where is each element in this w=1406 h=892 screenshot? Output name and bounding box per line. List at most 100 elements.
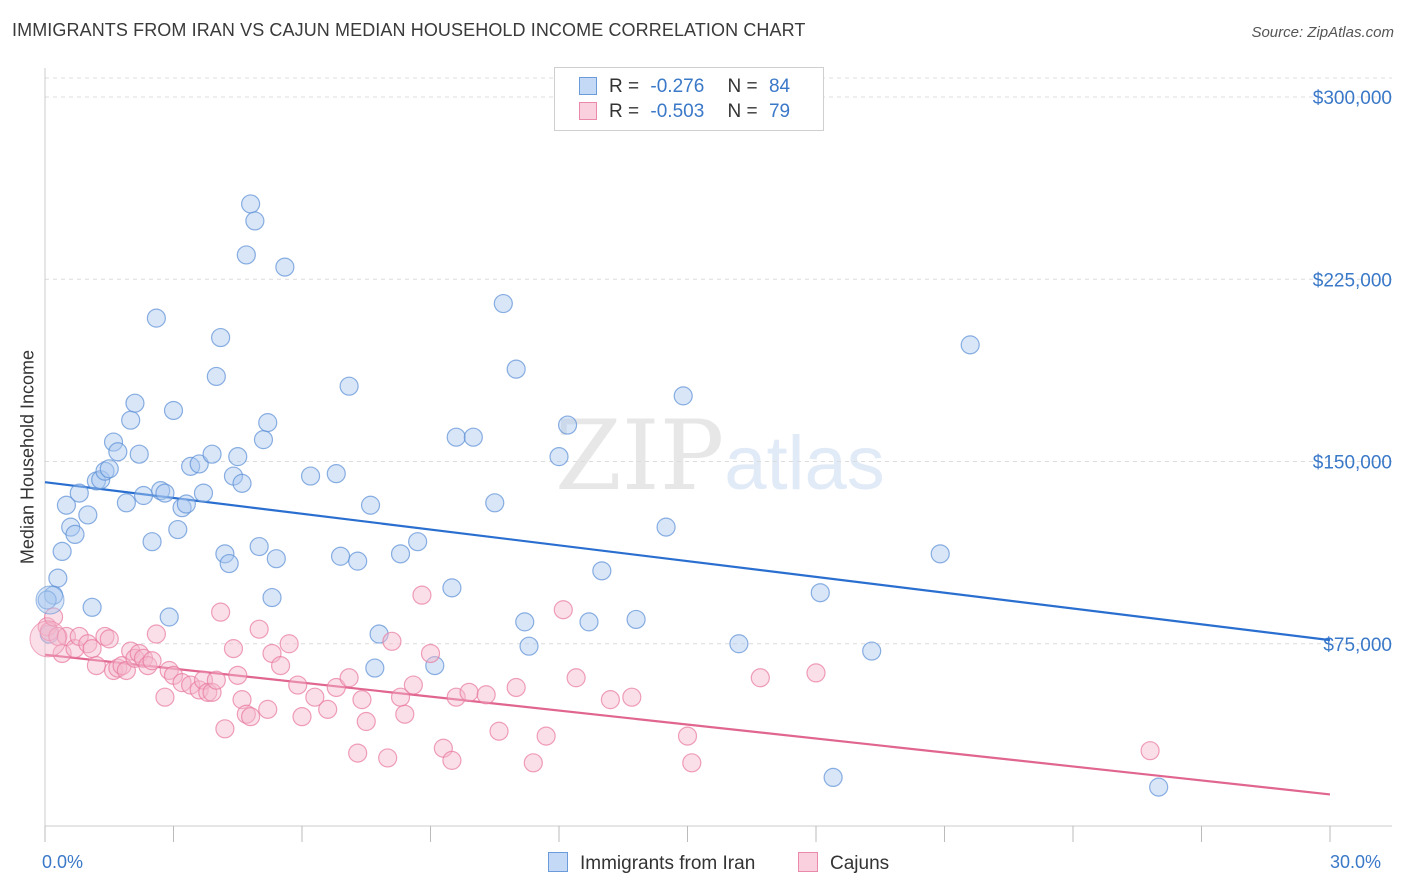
data-point-iran — [673, 386, 693, 406]
data-point-cajuns — [622, 687, 642, 707]
grid-lines — [45, 77, 1392, 645]
data-point-cajuns — [142, 651, 162, 671]
data-point-iran — [129, 444, 149, 464]
data-point-iran — [108, 442, 128, 462]
stats-r-value-iran: -0.276 — [650, 76, 705, 97]
data-point-iran — [253, 430, 274, 450]
data-point-cajuns — [382, 631, 402, 651]
data-point-iran — [241, 194, 261, 214]
data-point-cajuns — [459, 682, 479, 702]
data-point-cajuns — [215, 719, 235, 739]
data-point-iran — [930, 544, 950, 564]
data-point-cajuns — [600, 690, 621, 710]
data-point-cajuns — [146, 624, 166, 644]
data-point-iran — [485, 493, 505, 513]
data-point-iran — [360, 495, 381, 515]
data-point-iran — [52, 541, 72, 562]
data-point-iran — [442, 578, 462, 598]
data-point-iran — [326, 464, 346, 484]
y-tick-label: $225,000 — [1313, 270, 1392, 291]
trend-line-cajuns — [44, 653, 1331, 796]
data-point-iran — [202, 444, 222, 464]
data-point-iran — [656, 517, 676, 537]
data-point-iran — [37, 590, 57, 610]
data-point-iran — [515, 612, 535, 632]
data-point-cajuns — [442, 750, 462, 770]
data-point-iran — [408, 532, 428, 552]
data-point-cajuns — [232, 690, 252, 710]
data-point-cajuns — [489, 721, 509, 741]
data-point-iran — [262, 587, 282, 608]
data-point-iran — [121, 410, 141, 430]
stats-r-value-cajuns: -0.503 — [650, 101, 705, 122]
data-point-cajuns — [228, 665, 248, 685]
data-point-cajuns — [339, 668, 359, 688]
data-point-iran — [549, 447, 569, 467]
stats-row-iran: R = -0.276 N = 84 — [579, 76, 790, 102]
stats-row-cajuns: R = -0.503 N = 79 — [579, 101, 790, 127]
data-points — [29, 194, 1169, 797]
data-point-iran — [236, 245, 256, 265]
data-point-cajuns — [523, 753, 543, 773]
data-point-iran — [215, 544, 235, 564]
data-point-cajuns — [476, 685, 496, 705]
data-point-iran — [519, 636, 539, 656]
data-point-iran — [56, 495, 77, 515]
data-point-iran — [163, 400, 184, 421]
data-point-iran — [155, 483, 175, 503]
data-point-cajuns — [348, 743, 368, 763]
data-point-cajuns — [270, 656, 291, 676]
watermark: ZIPatlas — [555, 400, 885, 512]
data-point-iran — [592, 561, 612, 581]
data-point-iran — [275, 257, 295, 277]
data-point-iran — [810, 583, 830, 603]
chart-title: IMMIGRANTS FROM IRAN VS CAJUN MEDIAN HOU… — [12, 20, 806, 40]
data-point-iran — [189, 454, 209, 474]
data-point-iran — [142, 532, 162, 552]
data-point-iran — [390, 544, 411, 564]
data-point-cajuns — [326, 677, 346, 698]
data-point-cajuns — [318, 699, 338, 719]
data-point-iran — [211, 327, 231, 348]
data-point-iran — [300, 466, 321, 486]
data-point-iran — [146, 308, 166, 328]
stats-swatch-iran — [579, 77, 597, 95]
axes — [44, 68, 1392, 842]
y-tick-labels: $75,000 $150,000 $225,000 $300,000 — [1313, 88, 1392, 656]
data-point-iran — [330, 546, 351, 566]
legend-item-iran[interactable]: Immigrants from Iran — [548, 852, 755, 875]
data-point-iran — [729, 634, 749, 654]
data-point-iran — [116, 493, 136, 513]
y-tick-label: $300,000 — [1313, 88, 1392, 109]
data-point-cajuns — [29, 620, 67, 658]
data-point-cajuns — [378, 748, 398, 768]
data-point-cajuns — [553, 600, 573, 620]
data-point-iran — [557, 415, 578, 435]
data-point-iran — [65, 524, 85, 545]
data-point-iran — [245, 211, 265, 231]
legend-swatch-iran — [548, 852, 568, 872]
data-point-iran — [193, 483, 214, 503]
trend-lines — [44, 481, 1331, 796]
data-point-cajuns — [536, 726, 556, 746]
data-point-iran — [69, 483, 89, 503]
data-point-cajuns — [566, 668, 586, 688]
data-point-iran — [862, 641, 882, 661]
data-point-cajuns — [65, 639, 85, 659]
data-point-iran — [35, 585, 65, 615]
chart-source: Source: ZipAtlas.com — [1251, 24, 1394, 41]
stats-n-value-cajuns: 79 — [768, 101, 791, 122]
legend-item-cajuns[interactable]: Cajuns — [798, 852, 889, 875]
data-point-cajuns — [249, 619, 269, 639]
data-point-iran — [960, 335, 980, 355]
watermark-atlas: atlas — [724, 421, 885, 506]
watermark-zip: ZIP — [555, 400, 725, 512]
data-point-iran — [99, 459, 119, 479]
data-point-cajuns — [412, 585, 432, 605]
data-point-cajuns — [288, 675, 308, 695]
data-point-iran — [506, 359, 526, 379]
data-point-cajuns — [43, 607, 64, 627]
legend-label-cajuns: Cajuns — [830, 853, 890, 874]
data-point-iran — [206, 366, 226, 387]
data-point-iran — [219, 553, 239, 574]
